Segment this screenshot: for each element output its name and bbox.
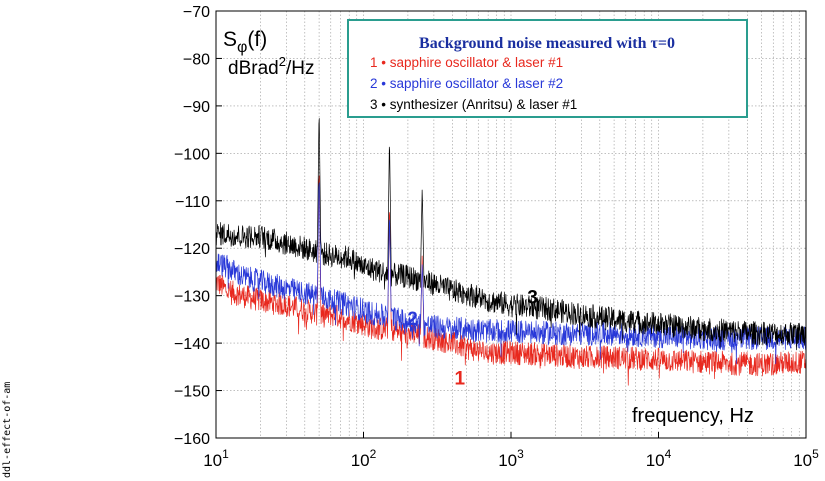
series-annotation-3: 3 xyxy=(527,288,538,309)
x-axis-label: frequency, Hz xyxy=(632,405,754,427)
x-tick-label: 105 xyxy=(793,447,819,470)
x-tick-label: 102 xyxy=(351,447,377,470)
xlabel-backdrop xyxy=(628,402,800,428)
series-annotation-2: 2 xyxy=(407,309,418,330)
y-tick-label: −140 xyxy=(174,336,210,353)
series-2-line xyxy=(215,182,807,365)
y-tick-label: −110 xyxy=(175,194,210,211)
x-tick-label: 103 xyxy=(498,447,524,470)
x-tick-labels: 101 102 103 104 105 xyxy=(203,432,819,470)
y-axis-unit: dBrad2/Hz xyxy=(228,54,314,79)
y-tick-labels: −70 −80 −90 −100 −110 −120 −130 −140 −150 −160 xyxy=(174,4,222,448)
legend-title: Background noise measured with τ=0 xyxy=(419,35,675,52)
side-label: ddl-effect-of-am xyxy=(2,381,13,478)
y-tick-label: −80 xyxy=(183,51,210,68)
y-tick-label: −90 xyxy=(183,99,210,116)
y-tick-label: −150 xyxy=(174,384,210,401)
y-tick-label: −120 xyxy=(174,241,210,258)
legend-entry-2: 2 • sapphire oscillator & laser #2 xyxy=(370,76,563,91)
legend: Background noise measured with τ=0 1 • sa… xyxy=(370,35,675,112)
series-annotations: 1 2 3 xyxy=(407,288,538,390)
y-tick-label: −160 xyxy=(174,431,210,448)
x-tick-label: 104 xyxy=(646,447,672,470)
series-1-line xyxy=(215,175,807,386)
y-axis-label: Sφ(f) xyxy=(223,28,267,56)
y-tick-label: −100 xyxy=(174,146,210,163)
series-3-line xyxy=(215,118,807,351)
legend-entry-1: 1 • sapphire oscillator & laser #1 xyxy=(370,55,563,70)
x-tick-label: 101 xyxy=(203,447,229,470)
series-annotation-1: 1 xyxy=(455,368,466,389)
y-tick-label: −70 xyxy=(183,4,210,21)
legend-entry-3: 3 • synthesizer (Anritsu) & laser #1 xyxy=(370,97,577,112)
series-layer xyxy=(215,118,807,386)
y-tick-label: −130 xyxy=(174,289,210,306)
legend-box xyxy=(347,19,748,118)
